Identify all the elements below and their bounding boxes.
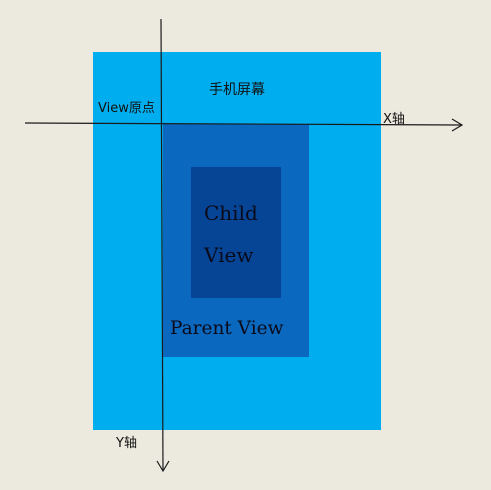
parent-view-label: Parent View xyxy=(170,318,283,339)
phone-screen-label: 手机屏幕 xyxy=(209,79,265,99)
child-view-label: Child View xyxy=(204,192,276,276)
x-axis-label: X轴 xyxy=(383,108,405,127)
view-origin-label: View原点 xyxy=(98,97,155,116)
y-axis-label: Y轴 xyxy=(116,432,137,451)
